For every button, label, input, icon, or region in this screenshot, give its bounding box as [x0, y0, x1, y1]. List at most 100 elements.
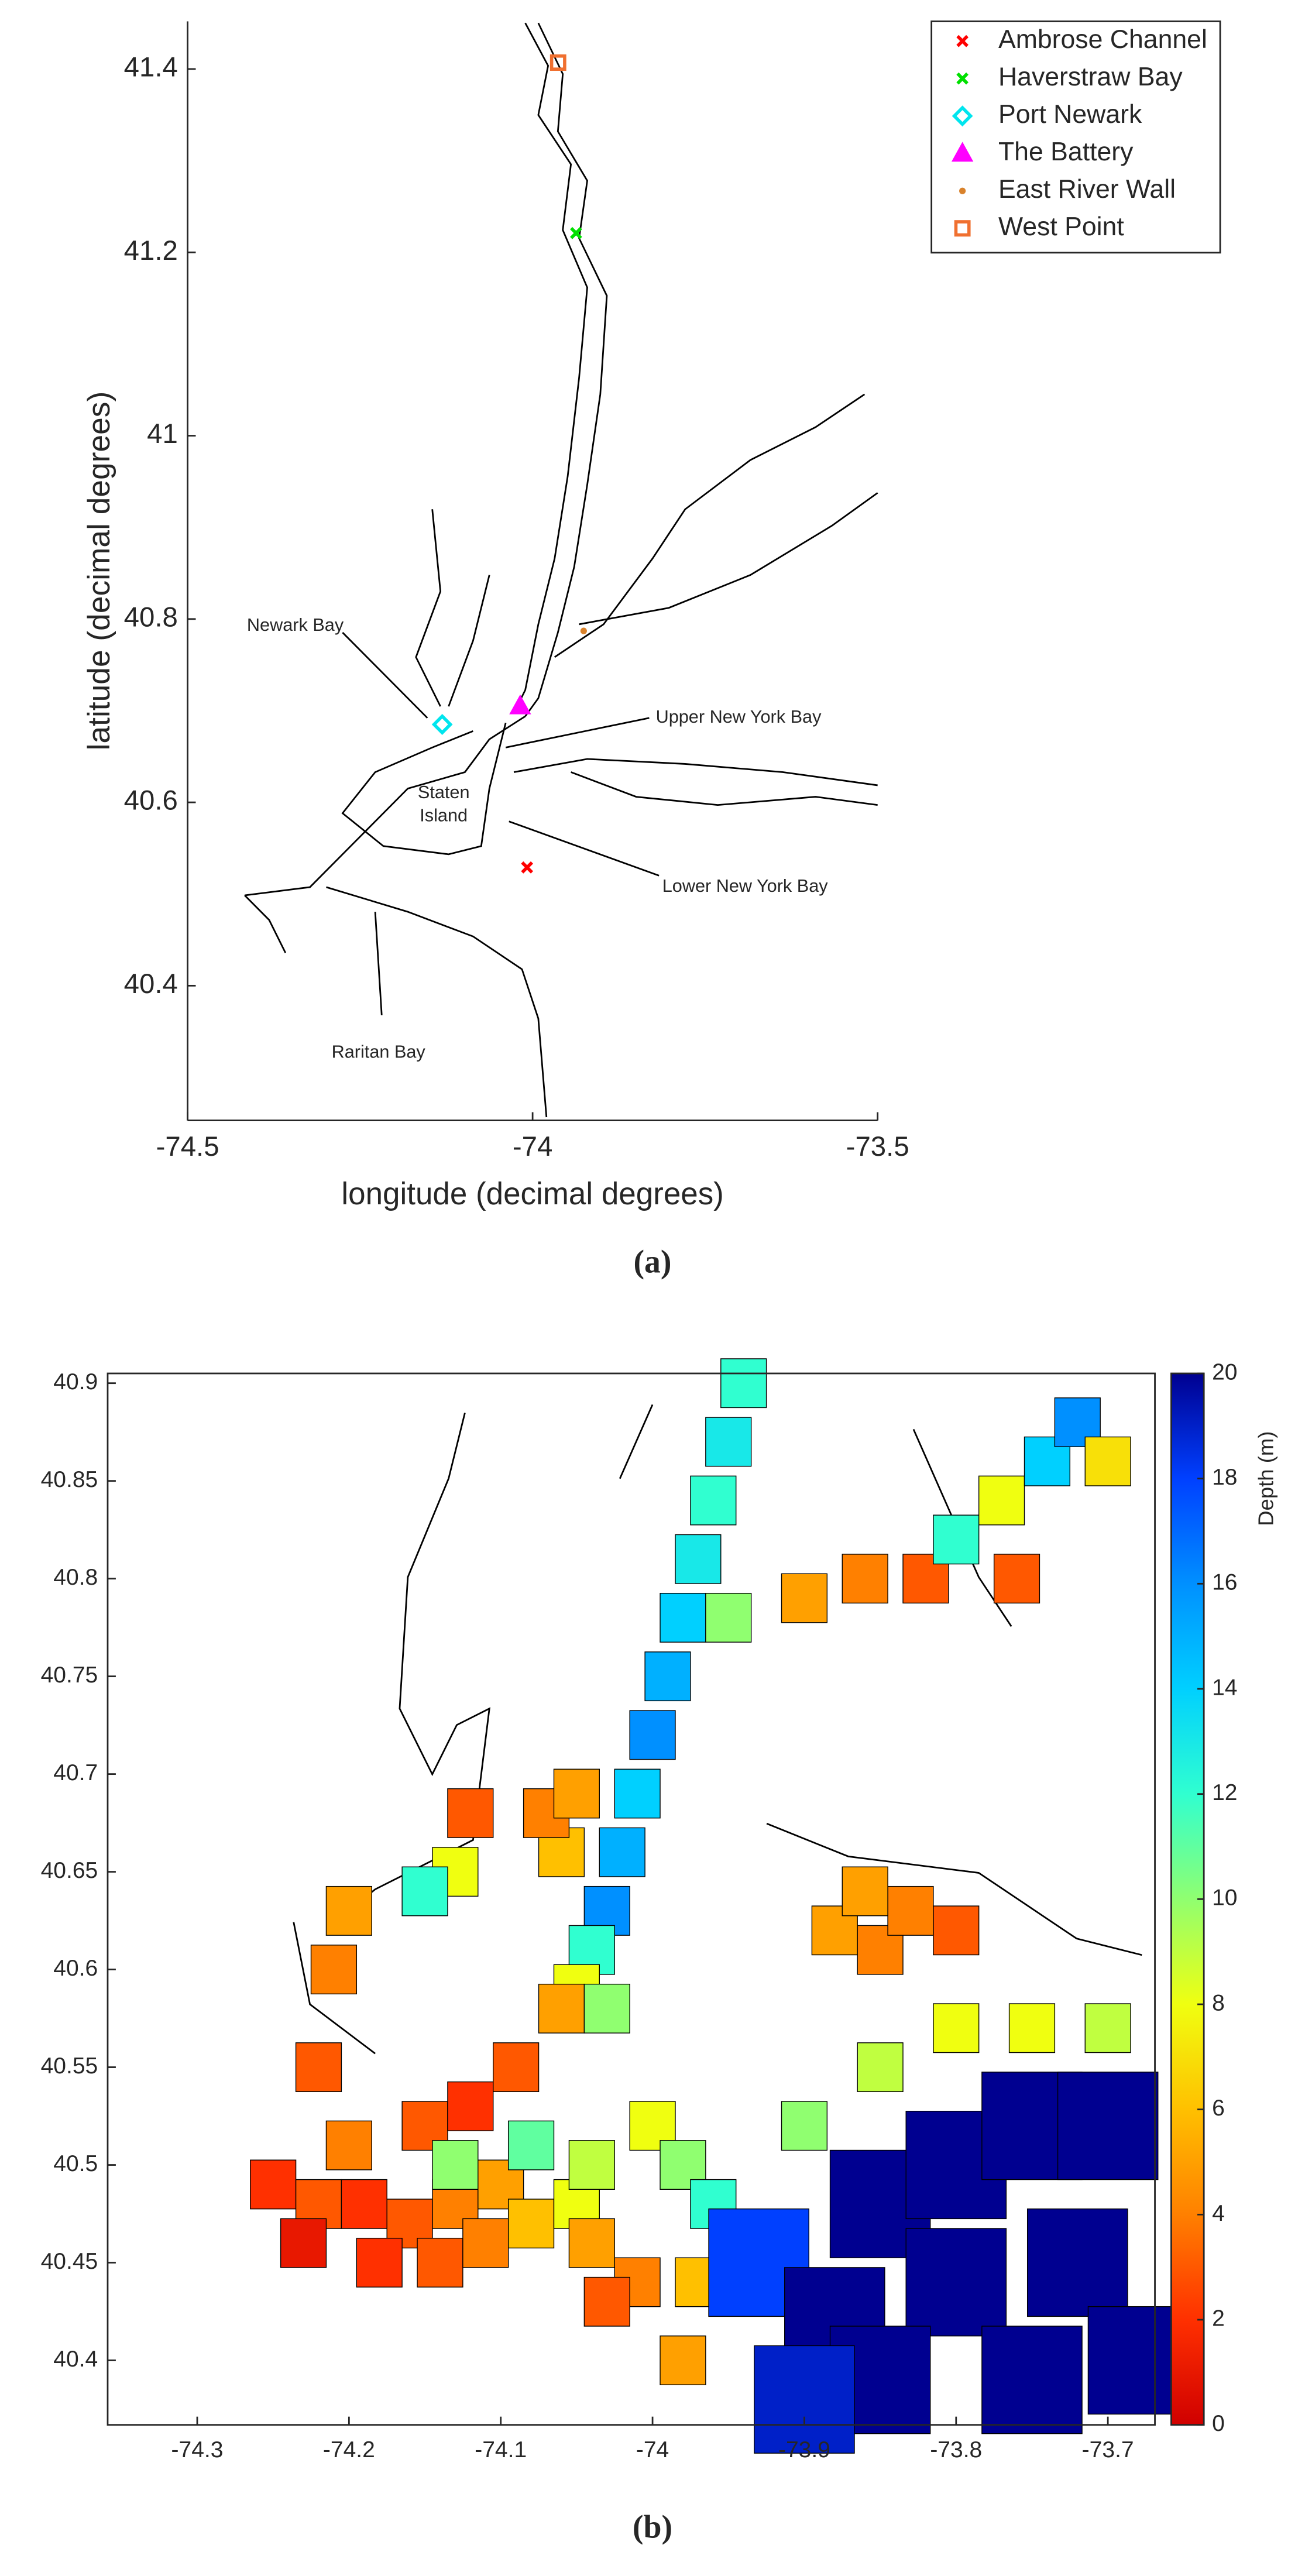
mesh-cell	[644, 1651, 691, 1702]
marker	[570, 226, 582, 239]
plot-frame	[107, 1372, 1156, 2426]
legend-marker	[956, 72, 969, 85]
legend-box	[930, 20, 1221, 254]
mesh-cell	[1026, 2208, 1128, 2317]
y-tick-label: 40.6	[53, 1956, 98, 1981]
mesh-cell	[447, 2081, 494, 2131]
mesh-cell	[1084, 2003, 1131, 2053]
legend-swatch	[952, 105, 973, 127]
colorbar-tick-label: 20	[1212, 1359, 1237, 1385]
mesh-cell	[417, 2238, 463, 2288]
marker	[431, 713, 453, 735]
mesh-cell	[981, 2326, 1083, 2434]
mesh-cell	[705, 1592, 752, 1643]
x-axis-label: longitude (decimal degrees)	[341, 1177, 723, 1211]
y-tick-label: 40.5	[53, 2151, 98, 2176]
mesh-cell	[432, 2140, 479, 2190]
mesh-cell	[295, 2042, 342, 2093]
x-tick-label: -74.1	[475, 2437, 527, 2462]
y-tick-label: 41	[147, 418, 178, 449]
legend-swatch	[954, 220, 971, 237]
mesh-cell	[754, 2345, 855, 2454]
colorbar-tick-label: 14	[1212, 1675, 1237, 1700]
annotation: Island	[420, 805, 468, 825]
y-tick-label: 41.2	[124, 235, 178, 266]
mesh-cell	[553, 1768, 600, 1819]
coastline-a	[244, 22, 878, 1118]
legend-marker	[952, 105, 973, 127]
mesh-cell	[280, 2218, 327, 2268]
y-tick-label: 40.45	[41, 2249, 98, 2274]
colorbar-tick-label: 0	[1212, 2411, 1225, 2436]
mesh-cell	[325, 2120, 372, 2170]
mesh-cell	[583, 2276, 630, 2327]
marker	[550, 54, 566, 71]
colorbar-tick-label: 12	[1212, 1780, 1237, 1805]
annotation: Lower New York Bay	[662, 875, 828, 896]
mesh-cell	[660, 2335, 706, 2385]
x-tick-label: -73.9	[778, 2437, 830, 2462]
legend-label: East River Wall	[998, 174, 1176, 204]
annotation: Newark Bay	[247, 614, 344, 635]
legend-label: Ambrose Channel	[998, 25, 1207, 54]
legend-swatch	[956, 72, 969, 85]
y-tick-label: 40.8	[124, 602, 178, 633]
mesh-cell	[538, 1983, 585, 2034]
x-tick-label: -73.7	[1082, 2437, 1134, 2462]
legend-marker	[954, 220, 971, 237]
x-tick-label: -74	[513, 1131, 552, 1162]
colorbar-label: Depth (m)	[1254, 1431, 1278, 1526]
legend-marker	[956, 35, 969, 47]
mesh-cell	[1084, 1436, 1131, 1486]
mesh-cell	[993, 1554, 1040, 1604]
y-tick-label: 40.8	[53, 1565, 98, 1590]
mesh-cell	[978, 1475, 1025, 1526]
mesh-cell	[401, 1866, 448, 1916]
mesh-cell	[675, 1534, 722, 1584]
legend-swatch	[956, 35, 969, 47]
y-tick-label: 40.7	[53, 1760, 98, 1785]
mesh-cell	[842, 1866, 888, 1916]
annotation-arrows	[342, 631, 660, 1016]
legend-label: Haverstraw Bay	[998, 62, 1183, 91]
mesh-cell	[933, 2003, 980, 2053]
mesh-cell	[599, 1827, 645, 1877]
x-tick-label: -74.2	[323, 2437, 375, 2462]
marker	[521, 861, 534, 874]
mesh-cell	[887, 1885, 934, 1936]
colorbar-tick-label: 8	[1212, 1990, 1225, 2015]
y-tick-label: 40.4	[124, 968, 178, 1000]
legend-label: West Point	[998, 212, 1124, 241]
mesh-cell	[614, 1768, 661, 1819]
mesh-cell	[933, 1905, 980, 1956]
mesh-cell	[462, 2218, 509, 2268]
coastline-b	[293, 1404, 1142, 2055]
mesh-cell	[720, 1358, 767, 1409]
x-tick-label: -73.8	[930, 2437, 982, 2462]
mesh-cell	[1057, 2072, 1159, 2180]
legend: Ambrose Channel Haverstraw Bay Port Newark…	[930, 20, 1221, 254]
legend-label: The Battery	[998, 137, 1134, 166]
y-axis-label: latitude (decimal degrees)	[82, 391, 116, 751]
x-tick-label: -74.3	[171, 2437, 224, 2462]
mesh-cell	[842, 1554, 888, 1604]
legend-label: Port Newark	[998, 99, 1142, 129]
legend-swatch	[959, 187, 966, 194]
mesh-cell	[447, 1788, 494, 1838]
colorbar-tick-label: 10	[1212, 1885, 1237, 1911]
colorbar-tick-label: 2	[1212, 2306, 1225, 2331]
y-tick-label: 40.55	[41, 2053, 98, 2079]
legend-swatch	[951, 142, 974, 162]
mesh-cell	[781, 1573, 828, 1623]
mesh-cell	[356, 2238, 403, 2288]
mesh-cell	[781, 2101, 828, 2151]
mesh-cell	[507, 2120, 555, 2170]
colorbar-tick-label: 18	[1212, 1465, 1237, 1490]
mesh-cell	[507, 2199, 555, 2249]
y-tick-label: 40.4	[53, 2347, 98, 2372]
mesh-cell	[857, 2042, 904, 2093]
y-tick-label: 40.65	[41, 1858, 98, 1883]
mesh-cell	[705, 1417, 752, 1467]
